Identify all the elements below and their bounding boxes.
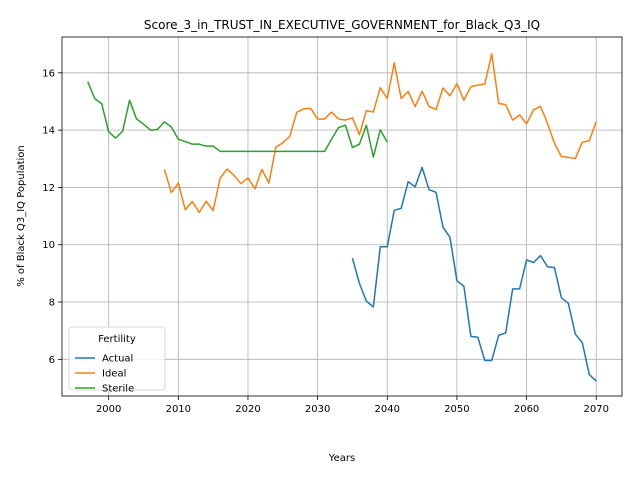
x-tick-label: 2000 <box>96 404 121 415</box>
x-tick-label: 2030 <box>305 404 330 415</box>
legend-label-actual: Actual <box>102 354 133 365</box>
legend-label-sterile: Sterile <box>102 384 134 395</box>
x-axis-label: Years <box>328 453 355 464</box>
y-axis-ticks: 6 8 10 12 14 16 <box>42 68 62 366</box>
y-tick-label: 10 <box>42 240 55 251</box>
legend: Fertility Actual Ideal Sterile <box>68 326 166 395</box>
y-tick-label: 14 <box>42 126 55 137</box>
x-tick-label: 2050 <box>444 404 469 415</box>
y-tick-label: 8 <box>49 298 55 309</box>
legend-box <box>68 326 166 391</box>
series-layer <box>87 53 597 382</box>
x-tick-label: 2040 <box>375 404 400 415</box>
legend-title: Fertility <box>98 334 136 345</box>
x-tick-label: 2070 <box>584 404 609 415</box>
y-tick-label: 16 <box>42 68 55 79</box>
plot-frame <box>61 36 623 397</box>
legend-label-ideal: Ideal <box>102 369 126 380</box>
series-line-ideal <box>163 53 597 214</box>
y-axis-label: % of Black Q3_IQ Population <box>16 145 27 287</box>
x-tick-label: 2060 <box>514 404 539 415</box>
x-tick-label: 2010 <box>166 404 191 415</box>
x-tick-label: 2020 <box>235 404 260 415</box>
series-line-sterile <box>87 81 388 158</box>
chart-title: Score_3_in_TRUST_IN_EXECUTIVE_GOVERNMENT… <box>144 18 540 32</box>
y-tick-label: 6 <box>49 355 55 366</box>
series-line-actual <box>351 166 597 382</box>
y-tick-label: 12 <box>42 183 55 194</box>
x-axis-ticks: 2000 2010 2020 2030 2040 2050 2060 2070 <box>96 396 609 415</box>
